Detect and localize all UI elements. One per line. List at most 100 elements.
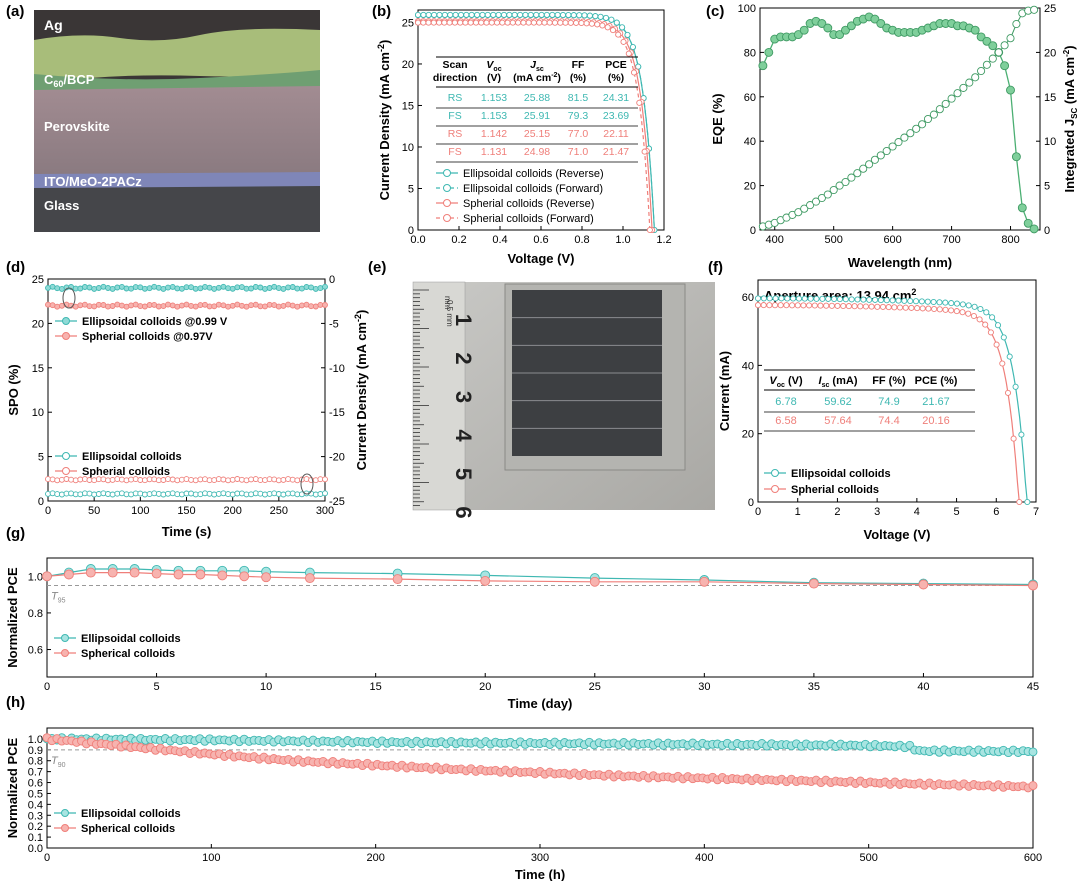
- current-point: [322, 476, 328, 483]
- sem-cross-section: Ag C60/BCP Perovskite ITO/MeO-2PACz Glas…: [34, 10, 320, 232]
- jv-point: [533, 11, 540, 18]
- threshold-label: T90: [51, 755, 66, 769]
- jv-point: [608, 16, 615, 23]
- current-callout: [300, 473, 314, 495]
- iv-point: [918, 298, 925, 305]
- iv-point: [874, 303, 881, 310]
- eqe-series: [758, 12, 1039, 234]
- iv-point: [976, 316, 983, 323]
- table-header: PCE (%): [915, 375, 958, 387]
- eqe-point: [793, 30, 803, 40]
- table-cell: 1.153: [481, 92, 507, 104]
- y-tick-label: 0: [748, 497, 754, 509]
- iv-point: [883, 297, 890, 304]
- ruler-ticks: [413, 289, 429, 507]
- legend: Ellipsoidal colloids Spherical colloids: [54, 808, 181, 835]
- iv-point: [795, 295, 803, 302]
- eqe-point: [1023, 218, 1033, 228]
- y2-axis-title: Current Density (mA cm-2): [353, 310, 369, 471]
- jv-point: [452, 11, 459, 18]
- current-point: [137, 490, 144, 497]
- jsc-point: [870, 155, 879, 164]
- jv-point: [436, 11, 443, 18]
- eqe-point: [841, 25, 850, 35]
- jv-point: [594, 21, 601, 28]
- iv-point: [977, 305, 984, 313]
- y-axis-title: Normalized PCE: [5, 737, 20, 838]
- jv-point: [546, 19, 553, 26]
- x-tick-label: 5: [153, 681, 159, 693]
- jsc-point: [982, 60, 991, 69]
- pce-point: [151, 568, 162, 579]
- pce-point: [392, 574, 403, 585]
- spo-point: [105, 285, 111, 291]
- x-tick-label: 5: [954, 506, 960, 518]
- eqe-point: [976, 32, 986, 42]
- table-cell: 1.153: [481, 110, 507, 122]
- legend-marker: [771, 485, 779, 493]
- jv-point: [457, 19, 464, 26]
- x-tick-label: 1: [795, 506, 801, 518]
- pce-point: [1028, 747, 1038, 757]
- current-point: [54, 491, 61, 498]
- jv-point: [549, 11, 556, 18]
- x-tick-label: 250: [270, 505, 288, 517]
- x-tick-labels: 0 1 2 3 4 5 6 7: [755, 498, 1039, 518]
- jv-point: [565, 11, 572, 19]
- legend-marker: [62, 452, 70, 460]
- jv-point: [541, 19, 548, 26]
- panel-h: (h) 0 100 200 300 400 500 600 0.00.10.20.30.40.5…: [5, 694, 1042, 881]
- eqe-point: [870, 14, 880, 24]
- y-tick-label: 5: [408, 183, 414, 195]
- ruler-number: 2: [451, 352, 476, 364]
- x-axis-title: Time (day): [508, 696, 573, 711]
- iv-point: [970, 312, 977, 320]
- y-tick-label: 0.2: [28, 821, 43, 833]
- jv-point: [570, 12, 577, 19]
- y-tick-labels: 0.00.10.20.30.40.50.60.70.80.91.0: [28, 734, 51, 855]
- y-tick-labels: 0 5 10 15 20 25: [402, 17, 422, 237]
- x-tick-label: 1.2: [656, 234, 671, 246]
- jv-point: [483, 19, 490, 26]
- x-tick-label: 200: [223, 505, 241, 517]
- iv-point: [895, 297, 902, 304]
- jv-point: [641, 148, 648, 155]
- spo-point: [220, 283, 227, 290]
- jv-point: [613, 19, 620, 26]
- iv-point: [831, 295, 838, 303]
- y2-tick-label: 10: [1044, 136, 1056, 148]
- glass-layer: [34, 186, 320, 232]
- jv-point: [420, 11, 427, 18]
- spo-point: [312, 285, 319, 292]
- pce-point: [918, 579, 929, 590]
- y-tick-label: 5: [38, 452, 44, 464]
- y-tick-label: 0.8: [28, 608, 43, 620]
- jsc-point: [941, 99, 950, 108]
- jsc-point: [841, 177, 850, 187]
- x-tick-label: 300: [316, 505, 334, 517]
- threshold-label: T95: [51, 590, 66, 604]
- y2-tick-label: 0: [1044, 225, 1050, 237]
- y-tick-label: 60: [744, 92, 756, 104]
- ag-label: Ag: [44, 17, 63, 33]
- x-tick-label: 30: [698, 681, 710, 693]
- x-tick-label: 6: [993, 506, 999, 518]
- iv-point: [896, 304, 904, 311]
- jv-point: [484, 11, 491, 18]
- iv-point: [919, 305, 926, 312]
- jsc-point: [1012, 19, 1021, 29]
- jsc-point: [894, 138, 903, 147]
- table-header: Voc (V): [769, 375, 803, 389]
- eqe-point: [1017, 203, 1027, 213]
- current-point: [220, 476, 227, 483]
- table-cell: 21.67: [922, 396, 950, 408]
- table-header: PCE: [605, 59, 627, 71]
- legend-label: Ellipsoidal colloids @0.99 V: [82, 316, 228, 328]
- table-header-unit: direction: [433, 72, 477, 84]
- y-tick-label: 10: [32, 407, 44, 419]
- series-2: [45, 301, 328, 484]
- plot-frame: [759, 7, 1041, 231]
- pce-line: [46, 568, 1034, 586]
- y-tick-label: 0: [750, 225, 756, 237]
- jv-point: [583, 20, 590, 27]
